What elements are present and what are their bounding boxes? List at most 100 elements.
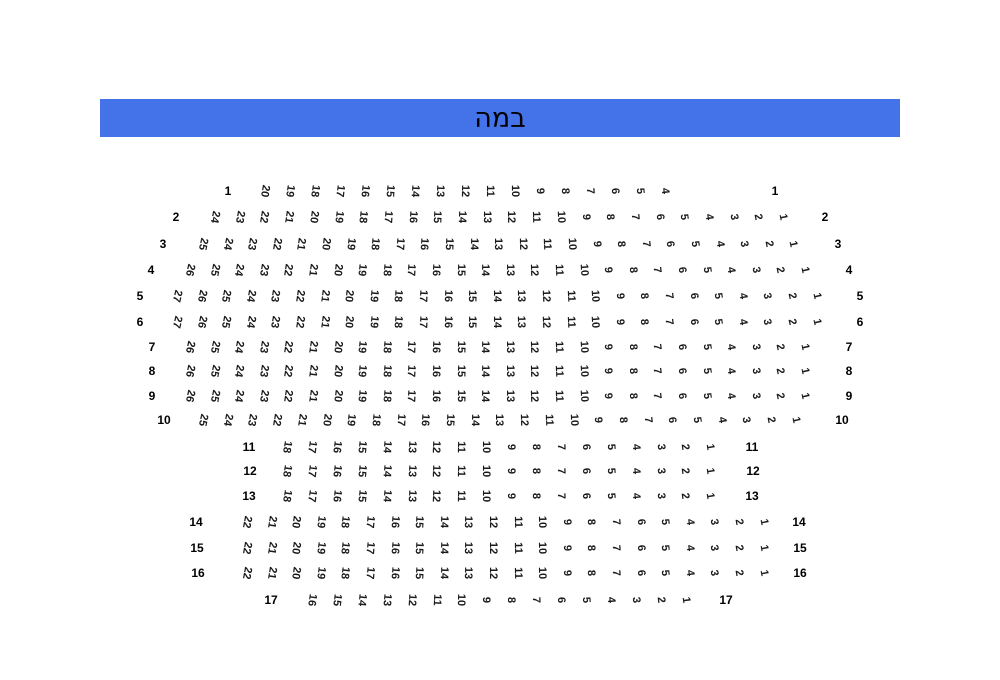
seat[interactable]: 18 bbox=[338, 541, 353, 555]
seat[interactable]: 1 bbox=[679, 596, 692, 604]
seat[interactable]: 11 bbox=[455, 490, 468, 502]
seat[interactable]: 9 bbox=[505, 443, 518, 451]
seat[interactable]: 13 bbox=[503, 364, 516, 378]
seat[interactable]: 9 bbox=[560, 544, 573, 552]
seat[interactable]: 10 bbox=[577, 263, 590, 277]
seat[interactable]: 14 bbox=[490, 289, 503, 303]
seat[interactable]: 6 bbox=[675, 343, 689, 351]
seat[interactable]: 25 bbox=[219, 314, 234, 330]
seat[interactable]: 22 bbox=[281, 389, 296, 403]
seat[interactable]: 21 bbox=[317, 315, 332, 329]
seat[interactable]: 3 bbox=[739, 415, 753, 425]
seat[interactable]: 22 bbox=[281, 364, 296, 378]
seat[interactable]: 12 bbox=[505, 210, 518, 224]
seat[interactable]: 21 bbox=[295, 413, 309, 427]
seat[interactable]: 18 bbox=[308, 184, 322, 198]
seat[interactable]: 9 bbox=[480, 596, 493, 604]
seat[interactable]: 16 bbox=[388, 541, 402, 555]
seat[interactable]: 2 bbox=[773, 265, 787, 275]
seat[interactable]: 17 bbox=[394, 413, 408, 427]
seat[interactable]: 14 bbox=[467, 237, 480, 251]
seat[interactable]: 18 bbox=[280, 440, 294, 454]
seat[interactable]: 25 bbox=[207, 339, 222, 355]
seat[interactable]: 9 bbox=[590, 240, 603, 248]
seat[interactable]: 5 bbox=[579, 596, 593, 604]
seat[interactable]: 15 bbox=[355, 489, 369, 503]
seat[interactable]: 6 bbox=[653, 213, 666, 221]
seat[interactable]: 12 bbox=[430, 489, 443, 503]
seat[interactable]: 25 bbox=[195, 236, 211, 252]
seat[interactable]: 4 bbox=[683, 569, 697, 577]
seat[interactable]: 16 bbox=[358, 184, 372, 198]
seat[interactable]: 18 bbox=[338, 515, 353, 529]
seat[interactable]: 7 bbox=[651, 266, 664, 274]
seat[interactable]: 26 bbox=[182, 262, 198, 278]
seat[interactable]: 21 bbox=[306, 364, 320, 378]
seat[interactable]: 6 bbox=[634, 518, 647, 526]
seat[interactable]: 16 bbox=[441, 289, 454, 303]
seat[interactable]: 20 bbox=[330, 364, 345, 378]
seat[interactable]: 4 bbox=[629, 467, 642, 475]
seat[interactable]: 20 bbox=[319, 237, 333, 251]
seat[interactable]: 11 bbox=[552, 340, 566, 354]
seat[interactable]: 7 bbox=[609, 544, 623, 552]
seat[interactable]: 1 bbox=[776, 212, 790, 222]
seat[interactable]: 6 bbox=[634, 569, 647, 577]
seat[interactable]: 10 bbox=[536, 515, 549, 529]
seat[interactable]: 17 bbox=[305, 464, 319, 478]
seat[interactable]: 7 bbox=[554, 467, 568, 475]
seat[interactable]: 4 bbox=[629, 443, 642, 451]
seat[interactable]: 4 bbox=[702, 213, 716, 221]
seat[interactable]: 22 bbox=[281, 263, 296, 277]
seat[interactable]: 13 bbox=[405, 440, 418, 454]
seat[interactable]: 11 bbox=[552, 364, 566, 378]
seat[interactable]: 20 bbox=[307, 210, 321, 224]
seat[interactable]: 6 bbox=[579, 443, 592, 451]
seat[interactable]: 18 bbox=[391, 289, 405, 303]
seat[interactable]: 1 bbox=[757, 517, 771, 527]
seat[interactable]: 16 bbox=[330, 440, 344, 454]
seat[interactable]: 25 bbox=[219, 288, 234, 304]
seat[interactable]: 7 bbox=[651, 367, 664, 375]
seat[interactable]: 14 bbox=[437, 566, 451, 580]
seat[interactable]: 2 bbox=[679, 467, 692, 475]
seat[interactable]: 2 bbox=[785, 291, 799, 301]
seat[interactable]: 12 bbox=[528, 263, 541, 277]
seat[interactable]: 12 bbox=[458, 184, 472, 198]
seat[interactable]: 12 bbox=[539, 289, 553, 303]
seat[interactable]: 5 bbox=[677, 213, 691, 221]
seat[interactable]: 20 bbox=[342, 315, 356, 329]
seat[interactable]: 5 bbox=[690, 416, 704, 424]
seat[interactable]: 9 bbox=[505, 492, 518, 500]
seat[interactable]: 12 bbox=[430, 440, 443, 454]
seat[interactable]: 4 bbox=[715, 416, 729, 424]
seat[interactable]: 13 bbox=[433, 184, 447, 198]
seat[interactable]: 23 bbox=[256, 388, 271, 404]
seat[interactable]: 6 bbox=[687, 318, 700, 326]
seat[interactable]: 11 bbox=[541, 237, 554, 251]
seat[interactable]: 7 bbox=[583, 187, 597, 195]
seat[interactable]: 8 bbox=[505, 596, 518, 604]
seat[interactable]: 18 bbox=[338, 566, 353, 580]
seat[interactable]: 17 bbox=[405, 389, 418, 403]
seat[interactable]: 12 bbox=[516, 237, 529, 251]
seat[interactable]: 3 bbox=[629, 596, 642, 604]
seat[interactable]: 1 bbox=[810, 317, 824, 327]
seat[interactable]: 6 bbox=[579, 492, 592, 500]
seat[interactable]: 11 bbox=[430, 593, 443, 607]
seat[interactable]: 11 bbox=[511, 567, 524, 579]
seat[interactable]: 24 bbox=[232, 262, 247, 278]
seat[interactable]: 12 bbox=[486, 541, 500, 555]
seat[interactable]: 8 bbox=[626, 343, 640, 351]
seat[interactable]: 13 bbox=[405, 464, 418, 478]
seat[interactable]: 11 bbox=[529, 211, 543, 223]
seat[interactable]: 24 bbox=[220, 236, 235, 252]
seat[interactable]: 19 bbox=[283, 184, 297, 198]
seat[interactable]: 9 bbox=[601, 367, 615, 375]
seat[interactable]: 2 bbox=[764, 415, 778, 425]
seat[interactable]: 19 bbox=[314, 541, 328, 555]
seat[interactable]: 24 bbox=[207, 209, 223, 225]
seat[interactable]: 2 bbox=[762, 239, 776, 249]
seat[interactable]: 14 bbox=[479, 364, 492, 378]
seat[interactable]: 3 bbox=[749, 366, 763, 376]
